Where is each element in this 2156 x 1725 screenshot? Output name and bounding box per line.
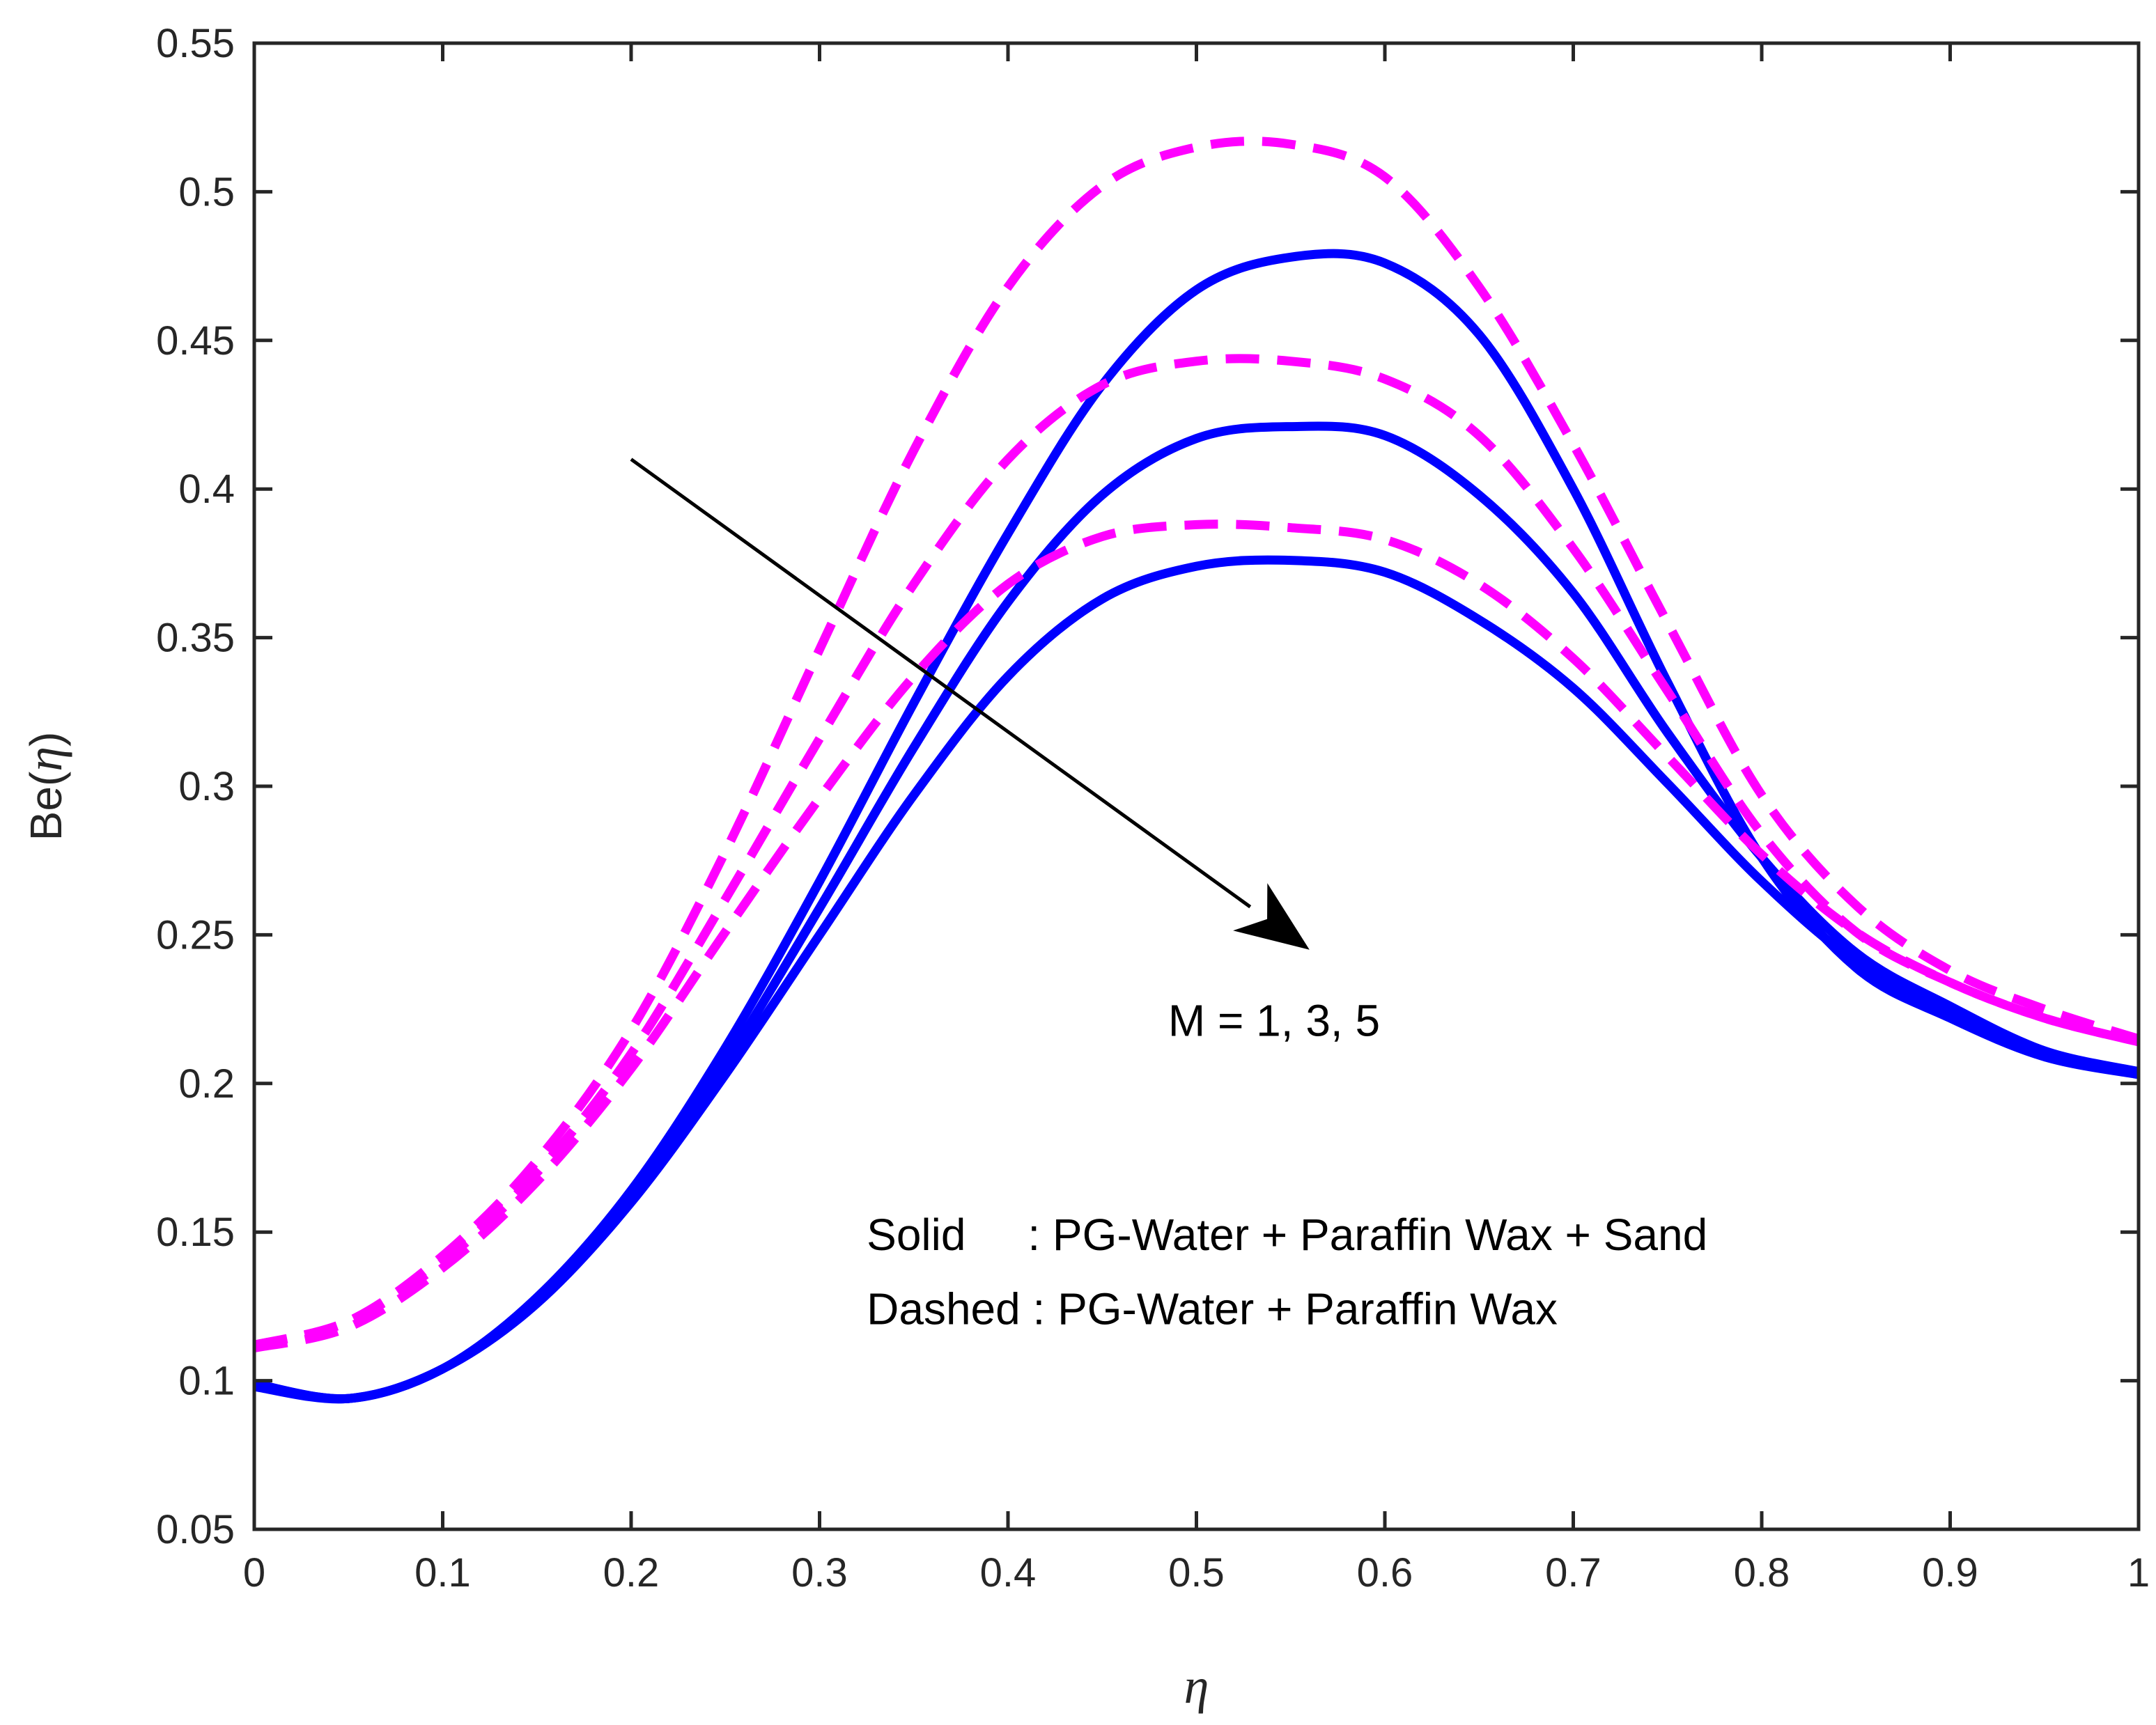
- x-tick-label: 0.8: [1734, 1550, 1790, 1595]
- x-tick-label: 0.7: [1545, 1550, 1602, 1595]
- x-tick-label: 0.2: [603, 1550, 660, 1595]
- trend-arrow-line: [630, 458, 1252, 909]
- legend-line-solid: Solid : PG-Water + Paraffin Wax + Sand: [867, 1210, 1707, 1260]
- y-tick-label: 0.05: [156, 1507, 235, 1552]
- y-tick-label: 0.1: [178, 1359, 235, 1404]
- x-tick-label: 0.4: [980, 1550, 1037, 1595]
- series-line-3: [253, 555, 2140, 1404]
- x-tick-label: 0.6: [1357, 1550, 1413, 1595]
- trend-arrow-head: [1233, 883, 1310, 950]
- x-tick-label: 0.3: [791, 1550, 848, 1595]
- y-axis-title-symbol: η: [17, 747, 72, 772]
- y-tick-label: 0.45: [156, 318, 235, 364]
- x-tick-label: 1: [2127, 1550, 2150, 1595]
- y-tick-label: 0.2: [178, 1061, 235, 1107]
- y-axis-title-suffix: ): [21, 732, 71, 747]
- y-tick-label: 0.25: [156, 912, 235, 958]
- y-axis-title-prefix: Be(: [21, 772, 71, 841]
- y-tick-label: 0.5: [178, 169, 235, 214]
- y-axis-title: Be(η): [17, 732, 72, 841]
- x-axis-ticks: 0 0.1 0.2 0.3 0.4 0.5 0.6 0.7 0.8 0.9 1: [243, 43, 2150, 1595]
- y-tick-label: 0.35: [156, 616, 235, 661]
- series-line-5: [253, 354, 2140, 1350]
- y-tick-label: 0.4: [178, 467, 235, 512]
- series-line-4: [253, 136, 2140, 1350]
- y-axis-ticks: 0.05 0.1 0.15 0.2 0.25 0.3 0.35 0.4 0.45 0.5 0.55: [156, 21, 2139, 1552]
- x-tick-label: 0.9: [1922, 1550, 1978, 1595]
- series-layer: [253, 136, 2140, 1404]
- x-tick-label: 0.1: [414, 1550, 471, 1595]
- y-tick-label: 0.15: [156, 1210, 235, 1255]
- annotation-layer: M = 1, 3, 5 Solid : PG-Water + Paraffin …: [630, 458, 1707, 1334]
- legend-line-dashed: Dashed : PG-Water + Paraffin Wax: [867, 1284, 1558, 1334]
- x-axis-title: η: [1184, 1658, 1209, 1714]
- x-tick-label: 0: [243, 1550, 265, 1595]
- y-tick-label: 0.55: [156, 21, 235, 66]
- y-tick-label: 0.3: [178, 764, 235, 809]
- series-line-6: [253, 520, 2140, 1353]
- x-tick-label: 0.5: [1168, 1550, 1225, 1595]
- arrow-label: M = 1, 3, 5: [1168, 996, 1380, 1046]
